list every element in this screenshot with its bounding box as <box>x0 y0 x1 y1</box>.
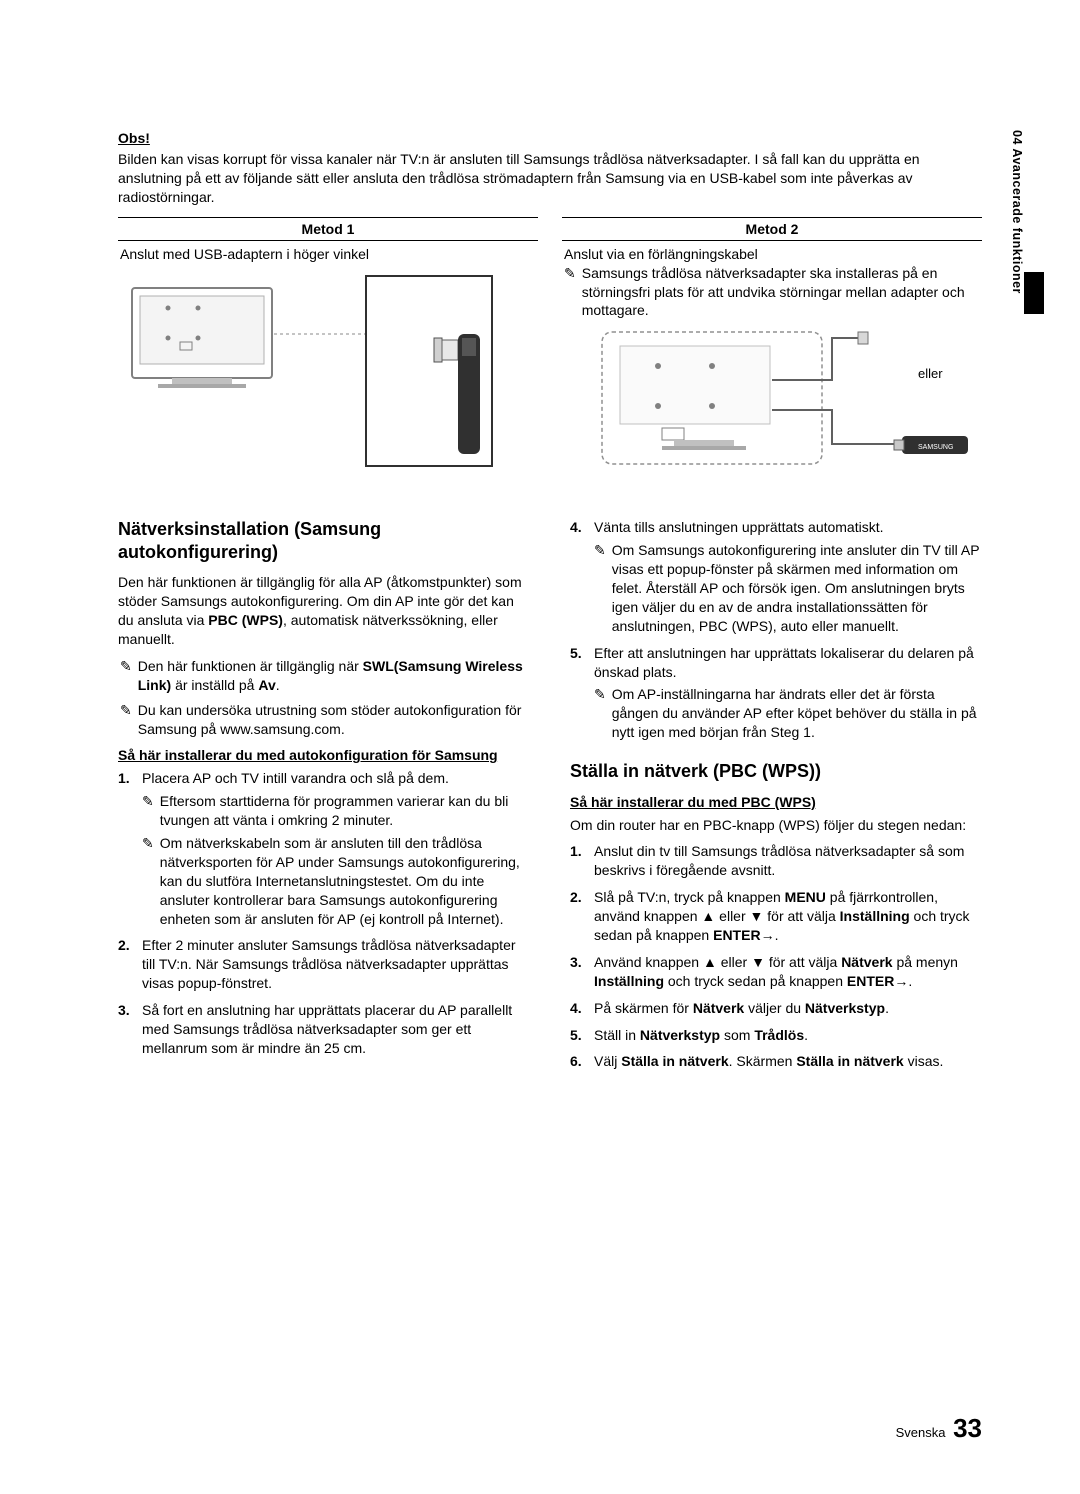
method1-illustration <box>118 264 538 474</box>
left-column: Nätverksinstallation (Samsung autokonfig… <box>118 518 530 1079</box>
pbc-step-6: Välj Ställa in nätverk. Skärmen Ställa i… <box>570 1052 982 1071</box>
note-icon: ✎ <box>120 657 132 695</box>
footer-lang: Svenska <box>896 1425 946 1440</box>
right-subheading: Så här installerar du med PBC (WPS) <box>570 793 982 812</box>
side-black-marker <box>1024 272 1044 314</box>
pbc-step-5: Ställ in Nätverkstyp som Trådlös. <box>570 1026 982 1045</box>
left-subheading: Så här installerar du med autokonfigurat… <box>118 746 530 765</box>
note-icon: ✎ <box>564 264 576 321</box>
left-p1: Den här funktionen är tillgänglig för al… <box>118 573 530 649</box>
obs-heading: Obs! <box>118 130 982 146</box>
note-icon: ✎ <box>594 541 606 635</box>
page-footer: Svenska 33 <box>896 1413 982 1444</box>
left-steps: Placera AP och TV intill varandra och sl… <box>118 769 530 1057</box>
right-steps-cont: Vänta tills anslutningen upprättats auto… <box>570 518 982 742</box>
method2-note-text: Samsungs trådlösa nätverksadapter ska in… <box>582 264 982 321</box>
right-step5-note: ✎ Om AP-inställningarna har ändrats elle… <box>594 685 982 742</box>
left-step-1: Placera AP och TV intill varandra och sl… <box>118 769 530 928</box>
right-h2: Ställa in nätverk (PBC (WPS)) <box>570 760 982 783</box>
left-step-2: Efter 2 minuter ansluter Samsungs trådlö… <box>118 936 530 993</box>
note-icon: ✎ <box>594 685 606 742</box>
right-p1: Om din router har en PBC-knapp (WPS) föl… <box>570 816 982 835</box>
left-step-3: Så fort en anslutning har upprättats pla… <box>118 1001 530 1058</box>
right-pbc-steps: Anslut din tv till Samsungs trådlösa nät… <box>570 842 982 1071</box>
right-step-4: Vänta tills anslutningen upprättats auto… <box>570 518 982 635</box>
methods-row: Metod 1 Anslut med USB-adaptern i höger … <box>118 217 982 491</box>
obs-body: Bilden kan visas korrupt för vissa kanal… <box>118 150 982 207</box>
left-step1-note1: ✎ Eftersom starttiderna för programmen v… <box>142 792 530 830</box>
left-h2: Nätverksinstallation (Samsung autokonfig… <box>118 518 530 563</box>
method2-title: Metod 2 <box>562 217 982 241</box>
body-columns: Nätverksinstallation (Samsung autokonfig… <box>118 518 982 1079</box>
eller-label: eller <box>918 366 943 381</box>
left-step1-note2: ✎ Om nätverkskabeln som är ansluten till… <box>142 834 530 928</box>
side-chapter-tab: 04 Avancerade funktioner <box>1004 130 1024 330</box>
right-step4-note: ✎ Om Samsungs autokonfigurering inte ans… <box>594 541 982 635</box>
method2-col: Metod 2 Anslut via en förlängningskabel … <box>562 217 982 491</box>
right-step-5: Efter att anslutningen har upprättats lo… <box>570 644 982 742</box>
method1-sub: Anslut med USB-adaptern i höger vinkel <box>118 241 538 264</box>
method1-col: Metod 1 Anslut med USB-adaptern i höger … <box>118 217 538 491</box>
method1-title: Metod 1 <box>118 217 538 241</box>
note-icon: ✎ <box>120 701 132 739</box>
note-icon: ✎ <box>142 834 154 928</box>
method2-sub: Anslut via en förlängningskabel <box>562 241 982 264</box>
pbc-step-3: Använd knappen ▲ eller ▼ för att välja N… <box>570 953 982 991</box>
left-note1: ✎ Den här funktionen är tillgänglig när … <box>118 657 530 695</box>
right-column: Vänta tills anslutningen upprättats auto… <box>570 518 982 1079</box>
pbc-step-1: Anslut din tv till Samsungs trådlösa nät… <box>570 842 982 880</box>
pbc-step-2: Slå på TV:n, tryck på knappen MENU på fj… <box>570 888 982 945</box>
method2-illustration: eller SAMSUNG <box>562 320 982 490</box>
pbc-step-4: På skärmen för Nätverk väljer du Nätverk… <box>570 999 982 1018</box>
footer-page-number: 33 <box>953 1413 982 1443</box>
method2-note: ✎ Samsungs trådlösa nätverksadapter ska … <box>562 264 982 321</box>
note-icon: ✎ <box>142 792 154 830</box>
left-note2: ✎ Du kan undersöka utrustning som stöder… <box>118 701 530 739</box>
svg-text:SAMSUNG: SAMSUNG <box>918 444 953 451</box>
